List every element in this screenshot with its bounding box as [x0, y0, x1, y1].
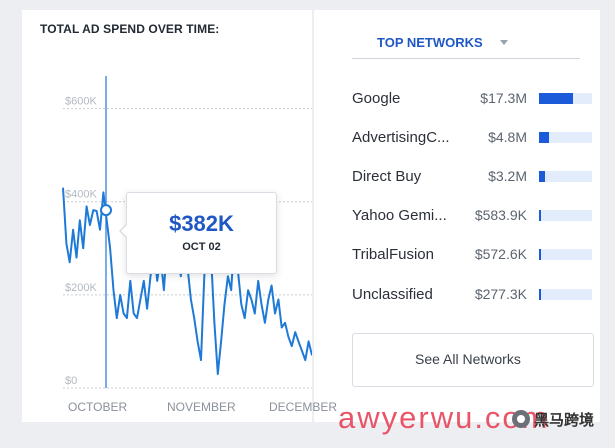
- network-share-bar: [539, 210, 592, 221]
- network-name: Yahoo Gemi...: [352, 207, 447, 224]
- network-row[interactable]: Direct Buy $3.2M: [352, 166, 592, 188]
- network-spend-value: $583.9K: [474, 207, 527, 223]
- tooltip-date: OCT 02: [182, 241, 221, 253]
- see-all-networks-button[interactable]: See All Networks: [352, 333, 594, 387]
- network-spend-value: $277.3K: [474, 286, 527, 302]
- x-tick-label: DECEMBER: [269, 400, 337, 414]
- watermark-badge-text: 黑马跨境: [534, 412, 595, 429]
- network-share-fill: [539, 132, 549, 143]
- y-tick-label: $600K: [65, 96, 97, 108]
- network-share-bar: [539, 171, 592, 182]
- top-networks-dropdown[interactable]: TOP NETWORKS: [352, 28, 580, 59]
- network-name: Google: [352, 90, 401, 107]
- network-row[interactable]: Google $17.3M: [352, 88, 592, 110]
- network-share-fill: [539, 171, 545, 182]
- highlight-point: [100, 204, 112, 217]
- x-tick-label: NOVEMBER: [167, 400, 236, 414]
- top-networks-label[interactable]: TOP NETWORKS: [377, 35, 483, 50]
- chart-tooltip: $382K OCT 02: [119, 192, 277, 274]
- network-share-fill: [539, 93, 573, 104]
- network-spend-value: $4.8M: [488, 129, 527, 145]
- network-share-fill: [539, 210, 541, 221]
- y-tick-label: $0: [65, 375, 77, 387]
- network-share-bar: [539, 132, 592, 143]
- x-tick-label: OCTOBER: [68, 400, 127, 414]
- network-name: Direct Buy: [352, 168, 422, 185]
- y-tick-label: $200K: [65, 282, 97, 294]
- chart-title: TOTAL AD SPEND OVER TIME:: [40, 22, 220, 36]
- y-tick-label: $400K: [65, 189, 97, 201]
- network-share-bar: [539, 249, 592, 260]
- network-share-bar: [539, 93, 592, 104]
- network-spend-value: $17.3M: [480, 90, 527, 106]
- network-row[interactable]: TribalFusion $572.6K: [352, 244, 592, 266]
- chevron-down-icon[interactable]: [500, 40, 508, 45]
- network-share-fill: [539, 249, 541, 260]
- network-share-fill: [539, 289, 541, 300]
- network-row[interactable]: Unclassified $277.3K: [352, 284, 592, 306]
- tooltip-value: $382K: [169, 211, 234, 236]
- network-spend-value: $3.2M: [488, 168, 527, 184]
- network-name: Unclassified: [352, 286, 433, 303]
- wechat-logo-icon: [512, 410, 530, 428]
- network-row[interactable]: AdvertisingC... $4.8M: [352, 127, 592, 149]
- network-name: TribalFusion: [352, 246, 434, 263]
- network-share-bar: [539, 289, 592, 300]
- network-spend-value: $572.6K: [474, 246, 527, 262]
- network-name: AdvertisingC...: [352, 129, 450, 146]
- network-row[interactable]: Yahoo Gemi... $583.9K: [352, 205, 592, 227]
- see-all-networks-label: See All Networks: [415, 351, 521, 367]
